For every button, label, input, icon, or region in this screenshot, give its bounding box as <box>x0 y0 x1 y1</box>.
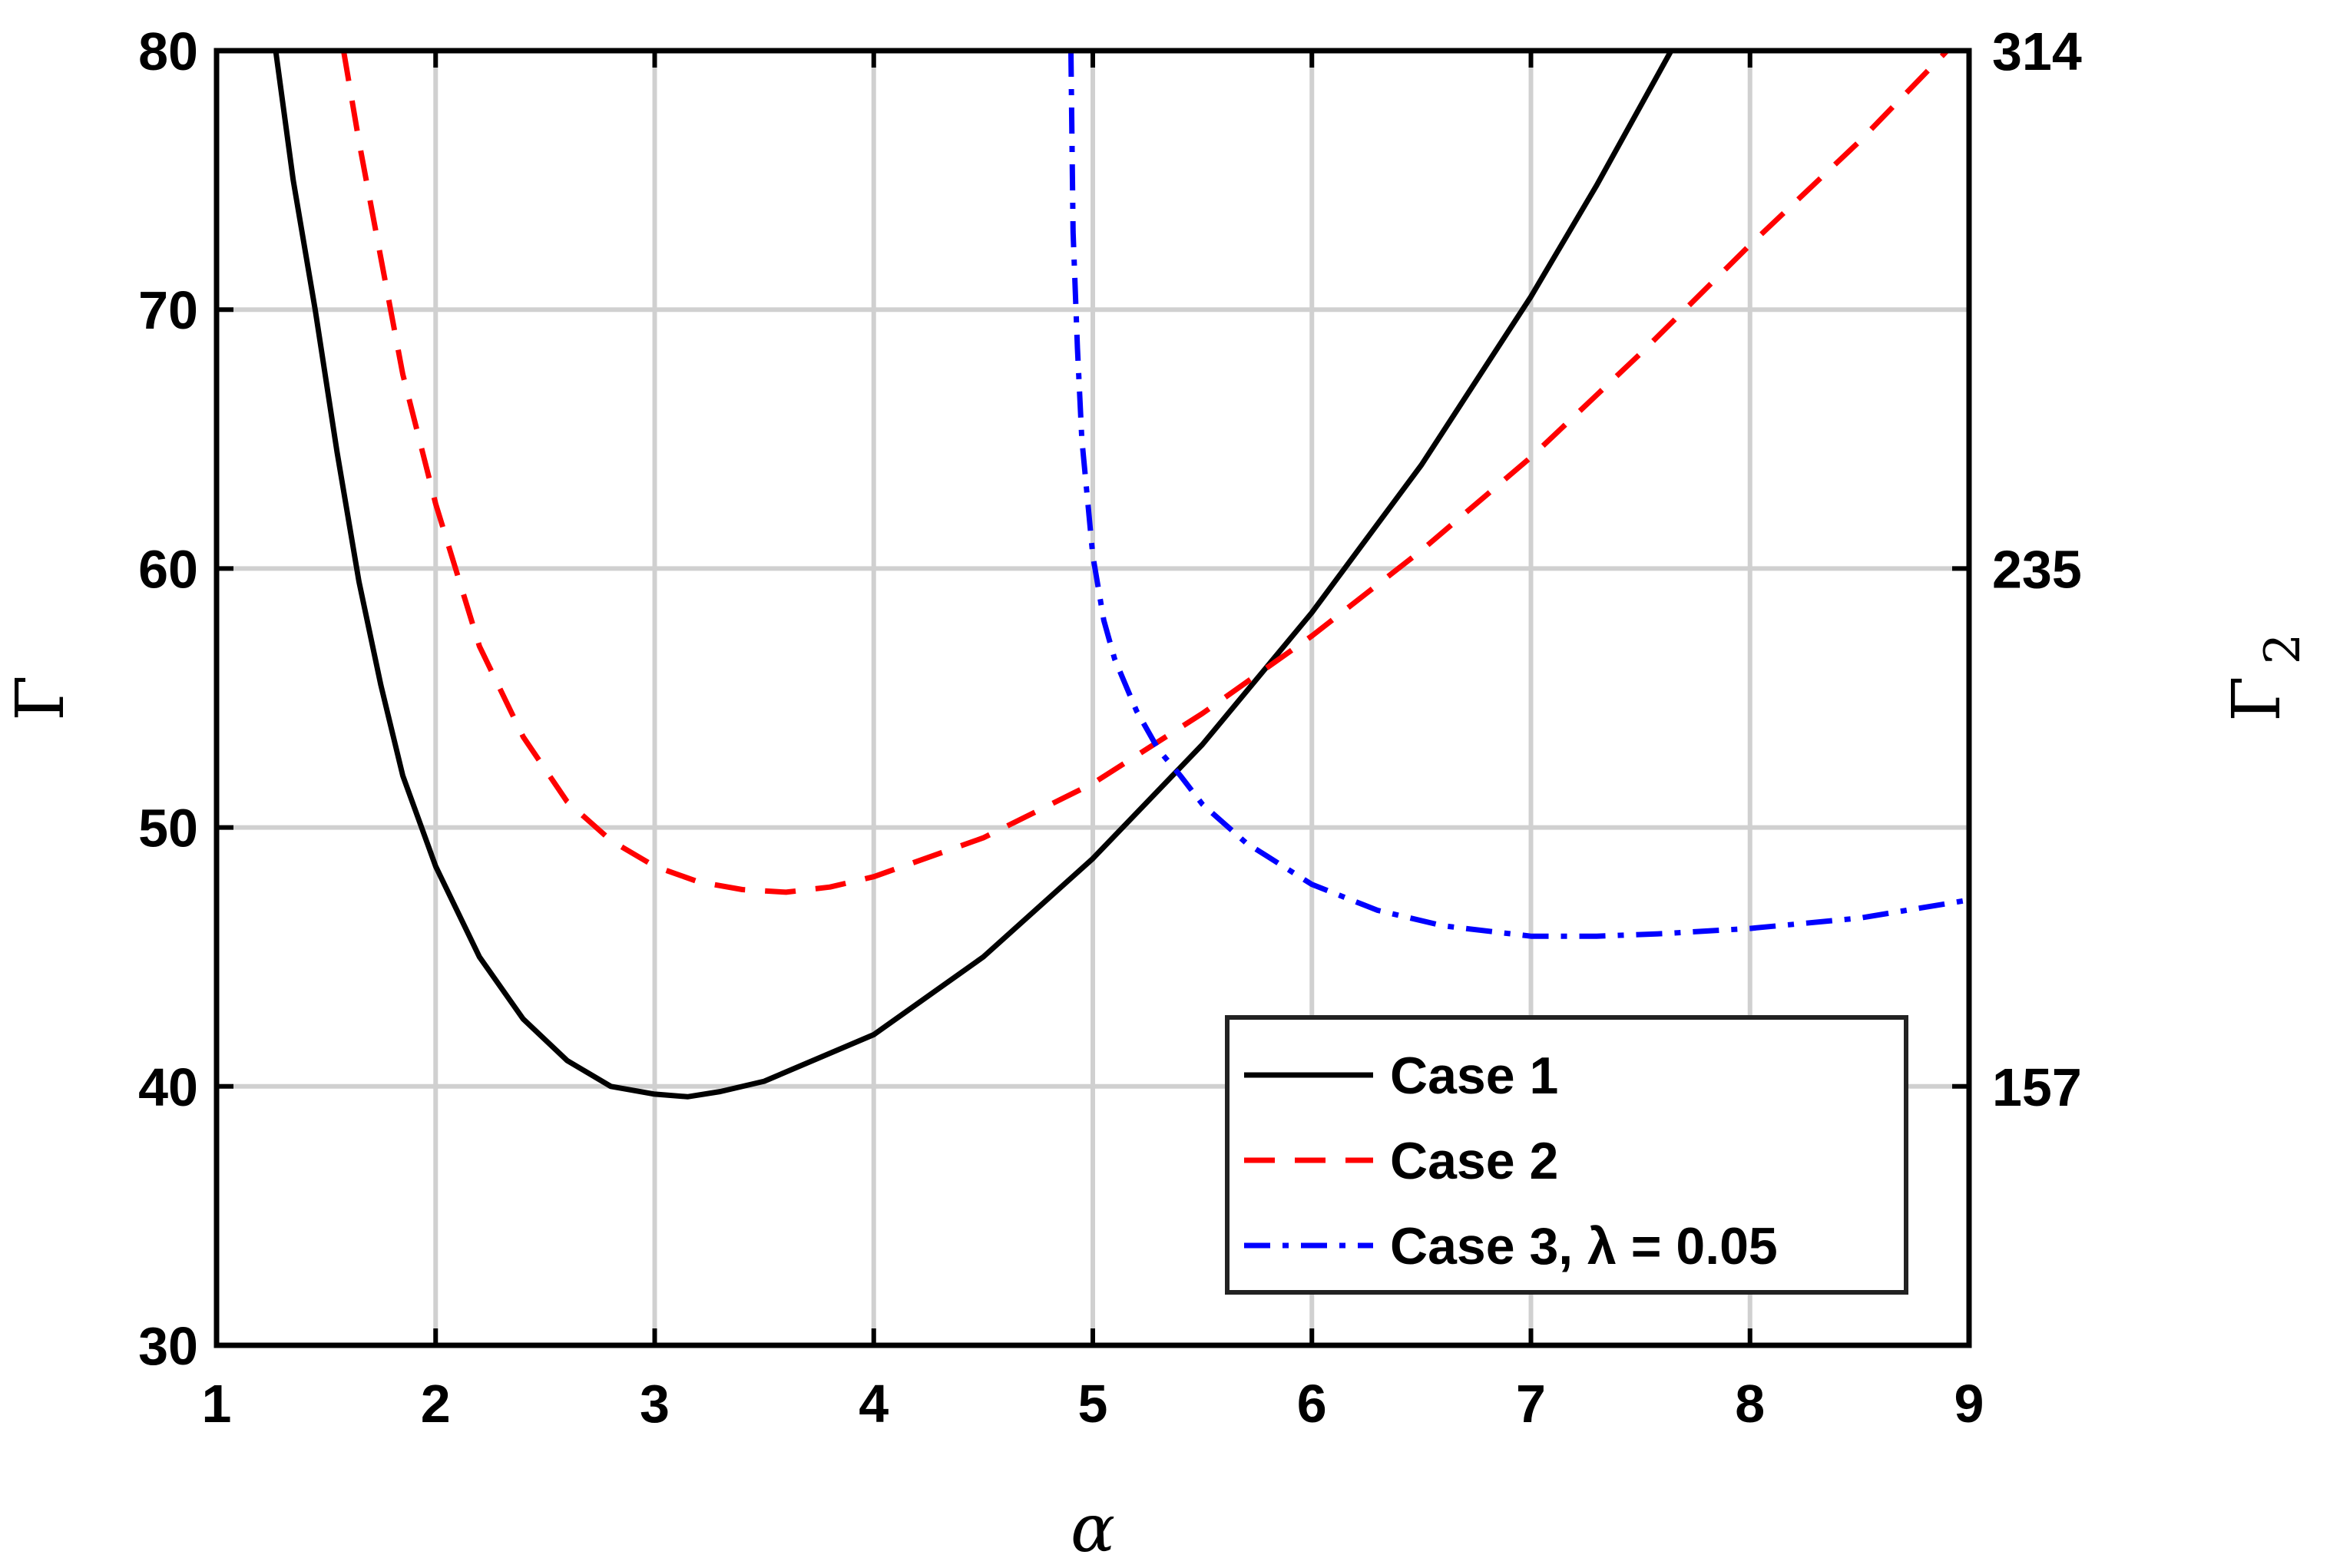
x-axis-label: α <box>1071 1490 1115 1567</box>
x-tick-label: 1 <box>202 1374 232 1434</box>
y-tick-label: 50 <box>138 799 198 858</box>
legend-label-2: Case 2 <box>1390 1132 1558 1190</box>
y2-axis-label-subscript: 2 <box>2255 633 2312 665</box>
x-tick-label: 3 <box>640 1374 670 1434</box>
series-layer <box>273 51 1969 1100</box>
x-tick-label: 6 <box>1297 1374 1327 1434</box>
x-tick-label: 9 <box>1954 1374 1984 1434</box>
legend: Case 1 Case 2 Case 3, λ = 0.05 <box>1225 1015 1908 1295</box>
x-tick-label: 8 <box>1735 1374 1765 1434</box>
y2-axis-label: Γ 2 <box>2219 633 2312 722</box>
series-line-2 <box>340 51 1950 895</box>
grid <box>217 51 1969 1345</box>
y2-ticks: 314 235 157 <box>1952 22 2082 1117</box>
x-tick-label: 5 <box>1078 1374 1108 1434</box>
y-axis-label: Γ <box>2 675 79 721</box>
y2-tick-label: 157 <box>1992 1057 2082 1117</box>
series-line-3 <box>1068 51 1969 939</box>
series-line-1 <box>273 51 1674 1100</box>
x-tick-label: 4 <box>859 1374 889 1434</box>
x-ticks: 1 2 3 4 5 6 7 8 9 <box>202 51 1984 1434</box>
y-tick-label: 80 <box>138 22 198 81</box>
x-tick-label: 2 <box>421 1374 451 1434</box>
y-tick-label: 70 <box>138 280 198 340</box>
legend-label-3: Case 3, λ = 0.05 <box>1390 1217 1778 1275</box>
y-tick-label: 30 <box>138 1316 198 1376</box>
x-tick-label: 7 <box>1516 1374 1546 1434</box>
y2-tick-label: 314 <box>1992 22 2082 81</box>
y-tick-label: 60 <box>138 539 198 599</box>
y-ticks: 30 40 50 60 70 80 <box>138 22 233 1376</box>
legend-label-1: Case 1 <box>1390 1047 1558 1105</box>
y2-axis-label-main: Γ <box>2219 676 2295 722</box>
y-tick-label: 40 <box>138 1057 198 1117</box>
y2-tick-label: 235 <box>1992 539 2082 599</box>
